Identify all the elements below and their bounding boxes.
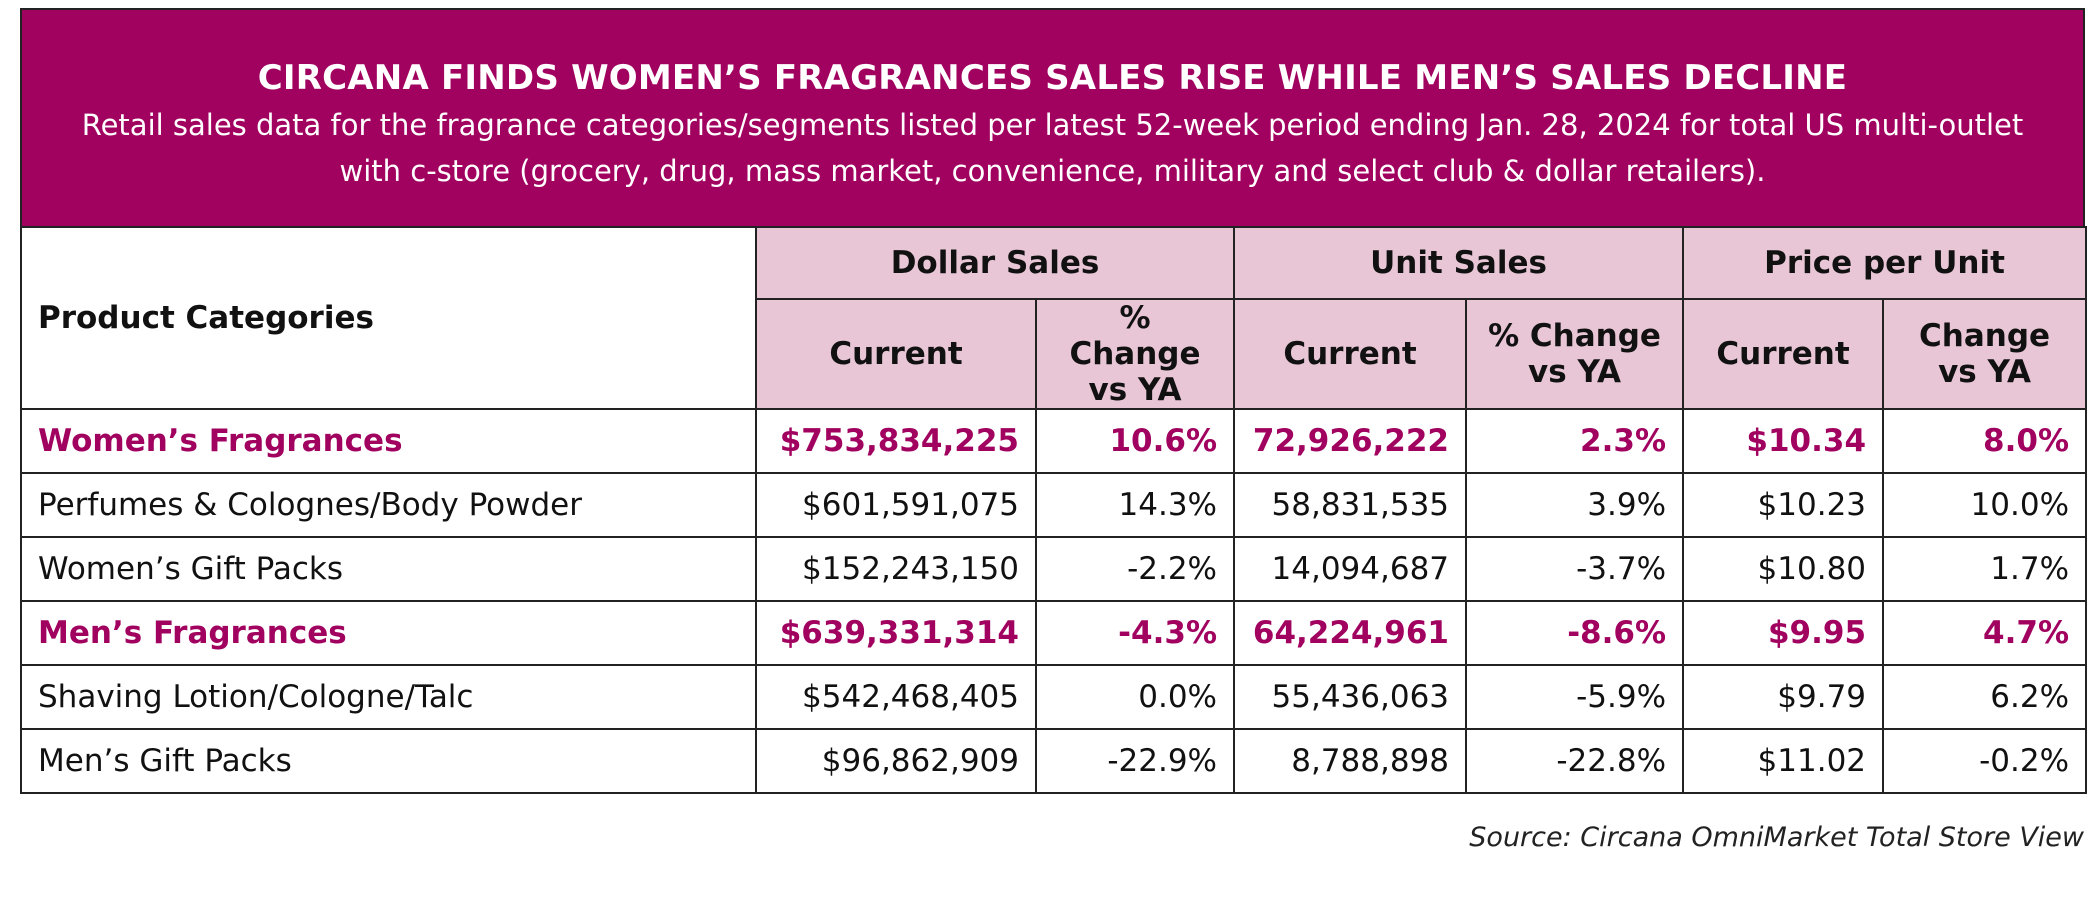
row-category: Women’s Fragrances: [20, 408, 757, 474]
product-categories-header: Product Categories: [20, 226, 757, 410]
dollar-current-header: Current: [755, 298, 1037, 410]
dollar-sales-header: Dollar Sales: [754, 226, 1236, 300]
row-category: Men’s Fragrances: [20, 600, 757, 666]
report-subtitle: Retail sales data for the fragrance cate…: [81, 108, 2024, 188]
row-unit-change: -5.9%: [1465, 664, 1685, 730]
group-header-row: Product Categories Dollar Sales Unit Sal…: [20, 226, 2088, 410]
price-per-unit-header: Price per Unit: [1682, 226, 2088, 300]
row-dollar-current: $639,331,314: [755, 600, 1037, 666]
row-unit-change: -3.7%: [1465, 536, 1685, 602]
row-price-change: -0.2%: [1882, 728, 2088, 794]
report-frame: CIRCANA FINDS WOMEN’S FRAGRANCES SALES R…: [20, 8, 2088, 794]
row-price-current: $10.80: [1682, 536, 1885, 602]
table-row: Women’s Gift Packs $152,243,150 -2.2% 14…: [20, 536, 2088, 602]
row-price-current: $10.34: [1682, 408, 1885, 474]
row-unit-change: 3.9%: [1465, 472, 1685, 538]
table-row: Perfumes & Colognes/Body Powder $601,591…: [20, 472, 2088, 538]
row-price-current: $9.95: [1682, 600, 1885, 666]
row-price-current: $11.02: [1682, 728, 1885, 794]
title-banner: CIRCANA FINDS WOMEN’S FRAGRANCES SALES R…: [20, 8, 2085, 226]
sub-header-row: Current % Change vs YA Current % Change …: [21, 298, 2088, 410]
row-category: Shaving Lotion/Cologne/Talc: [20, 664, 757, 730]
table-row: Women’s Fragrances $753,834,225 10.6% 72…: [20, 408, 2088, 474]
unit-current-header: Current: [1233, 298, 1468, 410]
row-category: Women’s Gift Packs: [20, 536, 757, 602]
row-price-change: 8.0%: [1882, 408, 2088, 474]
row-unit-current: 14,094,687: [1233, 536, 1468, 602]
price-change-header: Change vs YA: [1882, 298, 2088, 410]
row-price-current: $10.23: [1682, 472, 1885, 538]
row-unit-change: -8.6%: [1465, 600, 1685, 666]
fragrance-sales-table: Product Categories Dollar Sales Unit Sal…: [20, 226, 2088, 794]
row-unit-current: 55,436,063: [1233, 664, 1468, 730]
row-dollar-current: $542,468,405: [755, 664, 1037, 730]
row-dollar-change: -2.2%: [1034, 536, 1236, 602]
row-category: Perfumes & Colognes/Body Powder: [20, 472, 757, 538]
source-note: Source: Circana OmniMarket Total Store V…: [1469, 822, 2084, 853]
row-dollar-change: 10.6%: [1034, 408, 1236, 474]
row-unit-current: 64,224,961: [1233, 600, 1468, 666]
table-row: Men’s Gift Packs $96,862,909 -22.9% 8,78…: [20, 728, 2088, 794]
price-current-header: Current: [1682, 298, 1885, 410]
row-price-change: 6.2%: [1882, 664, 2088, 730]
row-dollar-change: 14.3%: [1034, 472, 1236, 538]
row-price-change: 10.0%: [1882, 472, 2088, 538]
row-dollar-change: -22.9%: [1034, 728, 1236, 794]
row-dollar-change: 0.0%: [1034, 664, 1236, 730]
unit-change-header: % Change vs YA: [1465, 298, 1685, 410]
row-dollar-current: $753,834,225: [755, 408, 1037, 474]
row-unit-change: -22.8%: [1465, 728, 1685, 794]
row-unit-current: 72,926,222: [1233, 408, 1468, 474]
row-category: Men’s Gift Packs: [20, 728, 757, 794]
row-dollar-change: -4.3%: [1034, 600, 1236, 666]
row-dollar-current: $96,862,909: [755, 728, 1037, 794]
row-dollar-current: $601,591,075: [755, 472, 1037, 538]
report-title: CIRCANA FINDS WOMEN’S FRAGRANCES SALES R…: [257, 58, 1848, 98]
dollar-change-header: % Change vs YA: [1034, 298, 1236, 410]
row-price-change: 1.7%: [1882, 536, 2088, 602]
table-row: Shaving Lotion/Cologne/Talc $542,468,405…: [20, 664, 2088, 730]
row-dollar-current: $152,243,150: [755, 536, 1037, 602]
table-row: Men’s Fragrances $639,331,314 -4.3% 64,2…: [20, 600, 2088, 666]
row-price-current: $9.79: [1682, 664, 1885, 730]
row-price-change: 4.7%: [1882, 600, 2088, 666]
unit-sales-header: Unit Sales: [1233, 226, 1685, 300]
row-unit-current: 8,788,898: [1233, 728, 1468, 794]
row-unit-change: 2.3%: [1465, 408, 1685, 474]
row-unit-current: 58,831,535: [1233, 472, 1468, 538]
